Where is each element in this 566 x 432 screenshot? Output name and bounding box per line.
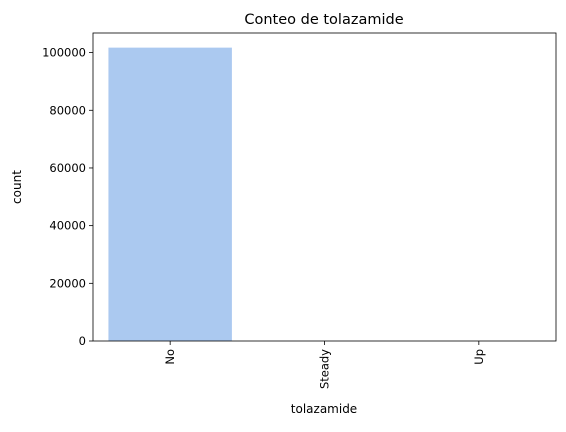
y-tick-label: 100000 [42, 46, 86, 60]
x-tick-label: Steady [318, 349, 332, 389]
y-tick-label: 40000 [49, 219, 86, 233]
x-tick-label: No [163, 349, 177, 365]
y-axis-label: count [10, 170, 24, 204]
y-tick-label: 80000 [49, 103, 86, 117]
chart-title: Conteo de tolazamide [244, 12, 403, 28]
x-axis: No Steady Up [163, 341, 486, 389]
x-tick-label: Up [472, 349, 486, 365]
y-tick-label: 20000 [49, 276, 86, 290]
y-tick-label: 60000 [49, 161, 86, 175]
bars-group [108, 48, 540, 341]
bar-no [108, 48, 231, 341]
y-axis: 0 20000 40000 60000 80000 100000 [42, 46, 93, 348]
y-tick-label: 0 [79, 334, 86, 348]
x-axis-label: tolazamide [291, 402, 357, 416]
